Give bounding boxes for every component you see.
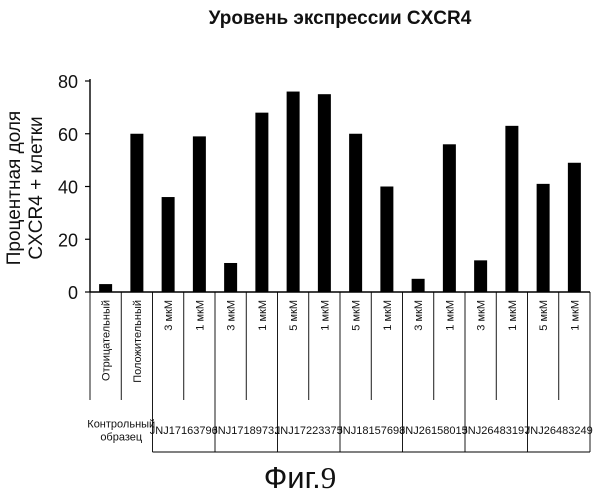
bar — [224, 263, 237, 292]
category-label: Отрицательный — [101, 300, 113, 381]
bar — [99, 284, 112, 292]
y-tick-label: 80 — [58, 72, 78, 92]
group-label: JNJ17223375 — [275, 425, 343, 437]
group-label: JNJ26483249 — [525, 425, 593, 437]
y-tick-label: 40 — [58, 178, 78, 198]
category-label: 1 мкМ — [569, 300, 581, 331]
category-label: 3 мкМ — [413, 300, 425, 331]
figure-caption-number: 9 — [321, 460, 337, 495]
y-tick-label: 60 — [58, 125, 78, 145]
category-label: 3 мкМ — [163, 300, 175, 331]
category-label: 1 мкМ — [194, 300, 206, 331]
category-label: 1 мкМ — [319, 300, 331, 331]
y-axis-label: Процентная доля — [4, 111, 25, 265]
group-label: JNJ26158015 — [400, 425, 468, 437]
bars — [99, 92, 581, 292]
group-label: образец — [100, 432, 143, 444]
category-label: 1 мкМ — [444, 300, 456, 331]
group-label: JNJ18157698 — [337, 425, 405, 437]
bar — [162, 197, 175, 292]
bar — [318, 94, 331, 292]
bar — [443, 144, 456, 292]
bar — [380, 187, 393, 293]
figure-caption: Фиг.9 — [264, 460, 337, 495]
y-axis-label-line-2-text: CXCR4 + клетки — [26, 116, 47, 259]
chart-title: Уровень экспрессии CXCR4 — [209, 8, 472, 29]
y-tick-label: 0 — [68, 283, 78, 303]
bar — [412, 279, 425, 292]
group-label: JNJ17189731 — [212, 425, 280, 437]
category-label: Положительный — [132, 300, 144, 383]
category-label: 3 мкМ — [476, 300, 488, 331]
bar — [474, 260, 487, 292]
x-axis-labels: Отрицательный Положительный 3 мкМ 1 мкМ 3 мк… — [87, 292, 592, 452]
bar — [349, 134, 362, 292]
category-label: 1 мкМ — [507, 300, 519, 331]
y-axis-label-line-1: Процентная доля — [4, 111, 25, 265]
bar — [193, 136, 206, 292]
group-label: JNJ17163796 — [150, 425, 218, 437]
category-label: 5 мкМ — [351, 300, 363, 331]
bar — [505, 126, 518, 292]
group-label: JNJ26483197 — [462, 425, 530, 437]
category-label: 1 мкМ — [382, 300, 394, 331]
bar — [130, 134, 143, 292]
category-label: 5 мкМ — [288, 300, 300, 331]
y-tick-label: 20 — [58, 230, 78, 250]
y-axis-label-line-2: CXCR4 + клетки — [26, 116, 47, 259]
bar — [537, 184, 550, 292]
bar — [287, 92, 300, 292]
group-label: Контрольный — [87, 419, 155, 431]
figure-caption-label: Фиг. — [264, 460, 321, 495]
category-label: 3 мкМ — [226, 300, 238, 331]
bar — [255, 113, 268, 292]
category-label: 5 мкМ — [538, 300, 550, 331]
bar — [568, 163, 581, 292]
category-label: 1 мкМ — [257, 300, 269, 331]
